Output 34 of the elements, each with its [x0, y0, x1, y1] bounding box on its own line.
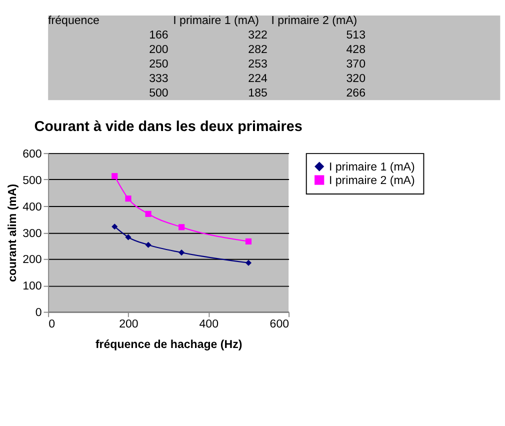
- text: 513: [346, 30, 366, 42]
- text: 166: [149, 30, 168, 42]
- y-tick-label: 0: [35, 307, 42, 320]
- legend-label: I primaire 2 (mA): [328, 174, 415, 187]
- text: 428: [346, 44, 366, 56]
- text: I primaire 2 (mA): [271, 15, 358, 28]
- text: 224: [248, 72, 268, 85]
- text: 322: [248, 30, 268, 42]
- text: 266: [346, 87, 366, 100]
- text: 185: [248, 87, 268, 100]
- text: 282: [248, 44, 268, 56]
- y-tick-label: 500: [22, 174, 42, 187]
- x-tick-label: 0: [48, 318, 55, 331]
- y-tick-label: 100: [22, 280, 42, 293]
- text: 320: [346, 72, 366, 85]
- text: 200: [149, 44, 168, 56]
- chart-title: Courant à vide dans les deux primaires: [34, 118, 302, 135]
- y-tick-label: 200: [22, 254, 42, 266]
- y-tick-label: 600: [22, 148, 42, 160]
- text: 253: [248, 58, 268, 70]
- x-axis-title: fréquence de hachage (Hz): [95, 338, 242, 351]
- y-tick-label: 400: [22, 201, 42, 214]
- y-axis-title: courant alim (mA): [6, 184, 19, 282]
- text: 370: [346, 58, 366, 70]
- text: 333: [149, 72, 168, 85]
- text: 250: [149, 58, 168, 70]
- x-tick-label: 400: [199, 318, 219, 331]
- x-tick-label: 600: [270, 318, 290, 331]
- legend-label: I primaire 1 (mA): [328, 161, 415, 174]
- x-tick-label: 200: [119, 318, 138, 331]
- text: fréquence: [48, 15, 100, 28]
- y-tick-label: 300: [22, 228, 42, 240]
- text: I primaire 1 (mA): [173, 15, 260, 28]
- text: 500: [149, 87, 168, 100]
